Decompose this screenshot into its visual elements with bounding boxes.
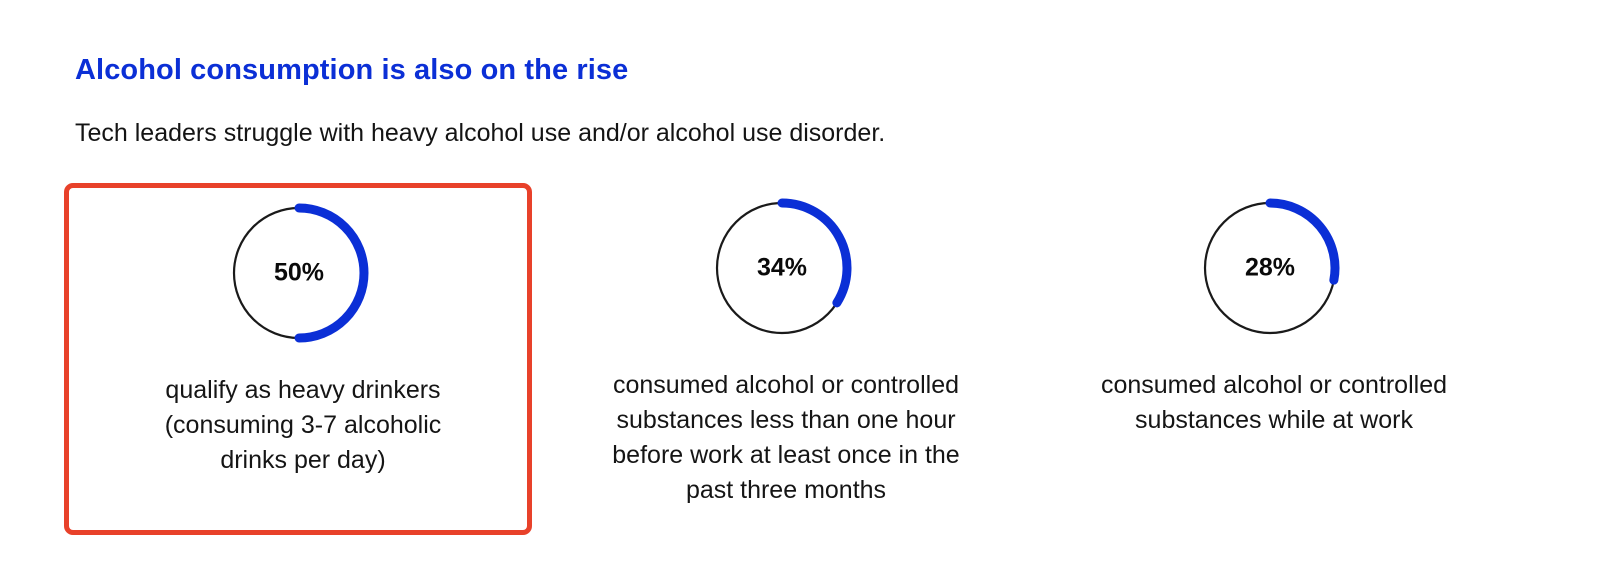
- stat-description-line: consumed alcohol or controlled: [612, 371, 960, 399]
- stat-card-1: 50% qualify as heavy drinkers (consuming 3…: [64, 183, 532, 535]
- stat-description-line: drinks per day): [220, 446, 386, 474]
- donut-percent-label: 50%: [274, 259, 324, 287]
- stat-description-line: substances while at work: [1135, 406, 1413, 434]
- page-subtitle: Tech leaders struggle with heavy alcohol…: [75, 119, 886, 147]
- donut-chart-1: 50%: [232, 203, 369, 343]
- donut-value-arc: [777, 198, 852, 308]
- stat-description-line: qualify as heavy drinkers: [165, 376, 441, 404]
- donut-chart-3: 28%: [1203, 198, 1340, 335]
- donut-value-arc: [294, 203, 369, 343]
- donut-chart-2: 34%: [715, 198, 852, 335]
- stat-description-line: consumed alcohol or controlled: [1100, 371, 1448, 399]
- stat-description-line: substances less than one hour: [616, 406, 956, 434]
- donut-value-arc: [1265, 198, 1340, 285]
- stat-description: consumed alcohol or controlled substances…: [1040, 368, 1508, 438]
- stat-description-line: (consuming 3-7 alcoholic: [164, 411, 442, 439]
- stat-description-line: past three months: [685, 476, 887, 504]
- donut-percent-label: 28%: [1245, 254, 1295, 282]
- stat-card-2: 34% consumed alcohol or controlled substan…: [552, 183, 1020, 535]
- stat-description: qualify as heavy drinkers (consuming 3-7 …: [69, 373, 537, 478]
- stat-card-3: 28% consumed alcohol or controlled substan…: [1040, 183, 1508, 535]
- stat-description-line: before work at least once in the: [612, 441, 960, 469]
- page-title: Alcohol consumption is also on the rise: [75, 54, 629, 86]
- stat-description: consumed alcohol or controlled substances…: [552, 368, 1020, 508]
- donut-percent-label: 34%: [757, 254, 807, 282]
